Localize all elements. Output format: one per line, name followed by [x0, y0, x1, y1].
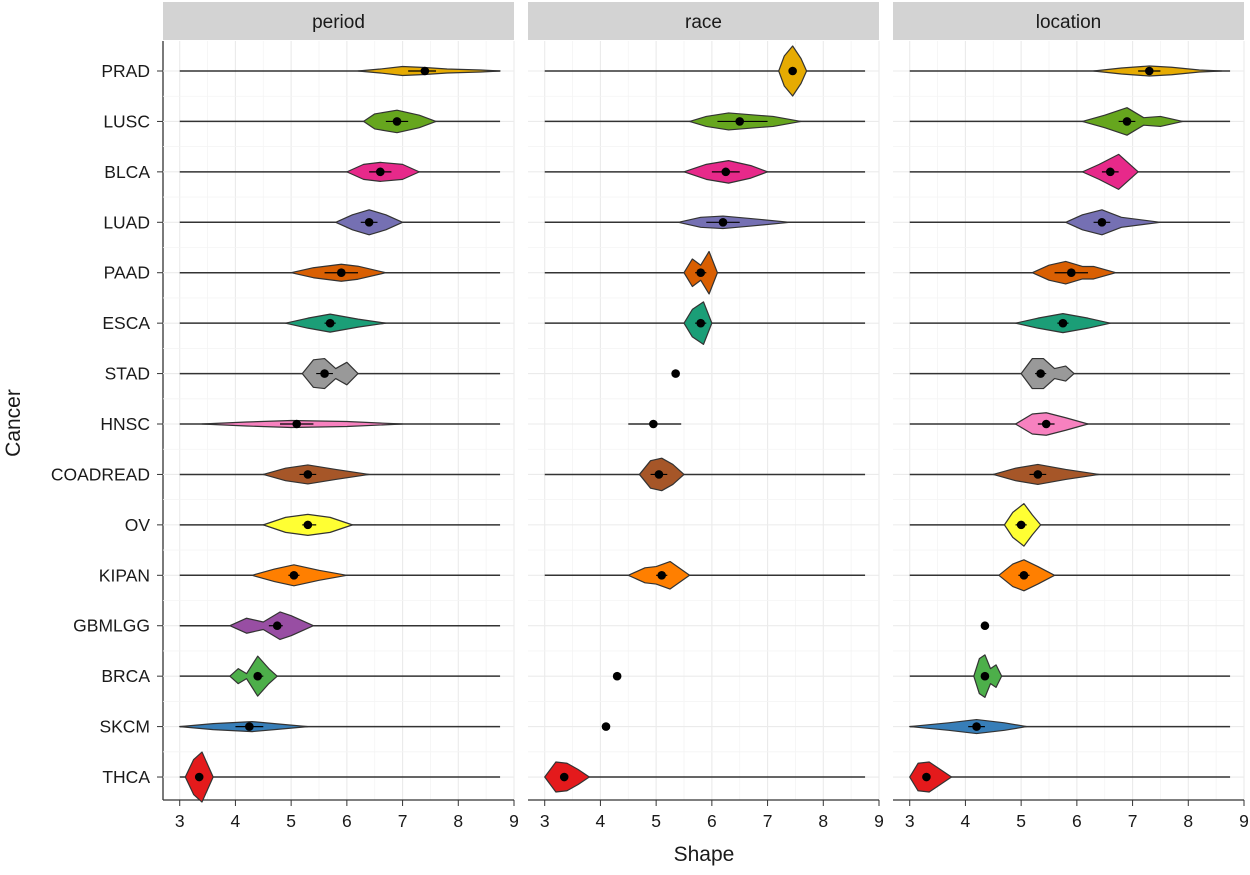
median-point-esca-race [696, 318, 706, 328]
median-point-stad-period [320, 369, 329, 378]
y-tick-label-coadread: COADREAD [51, 464, 150, 484]
y-tick-label-kipan: KIPAN [99, 565, 150, 585]
median-point-brca-location [980, 671, 990, 681]
median-point-ov-location [1016, 520, 1026, 530]
x-tick-label-race-4: 4 [596, 811, 606, 831]
median-point-kipan-race [657, 571, 667, 580]
violin-luad-location [1065, 209, 1162, 236]
median-point-luad-period [364, 217, 374, 227]
x-tick-label-location-5: 5 [1016, 811, 1026, 831]
median-point-kipan-location [1019, 571, 1029, 580]
y-axis-title: Cancer [2, 389, 25, 457]
x-tick-label-location-3: 3 [905, 811, 915, 831]
median-point-lusc-race [735, 117, 745, 126]
median-point-gbmlgg-period [272, 621, 282, 631]
median-point-stad-race [671, 369, 680, 378]
y-tick-label-paad: PAAD [104, 263, 150, 283]
x-tick-label-location-6: 6 [1072, 811, 1082, 831]
median-point-hnsc-location [1041, 419, 1051, 429]
median-point-prad-period [420, 66, 430, 76]
median-point-stad-location [1036, 369, 1045, 378]
panel-period: period 3 4 5 6 7 8 9 [163, 2, 519, 831]
strip-race [528, 2, 879, 40]
x-tick-label-period-7: 7 [398, 811, 408, 831]
strip-period [163, 2, 514, 40]
x-tick-label-race-7: 7 [763, 811, 773, 831]
x-tick-label-period-5: 5 [286, 811, 296, 831]
strip-label-race: race [685, 12, 722, 33]
median-point-lusc-period [392, 117, 402, 126]
y-tick-label-lusc: LUSC [103, 111, 150, 131]
median-point-hnsc-period [292, 419, 302, 429]
median-point-brca-race [612, 671, 622, 681]
y-tick-label-ov: OV [125, 515, 151, 535]
median-point-paad-race [696, 268, 706, 278]
x-tick-label-period-3: 3 [175, 811, 185, 831]
median-point-blca-race [721, 167, 731, 177]
y-tick-label-gbmlgg: GBMLGG [73, 616, 150, 636]
median-point-prad-location [1144, 66, 1154, 76]
y-tick-label-blca: BLCA [104, 162, 150, 182]
median-point-esca-period [325, 318, 335, 328]
median-point-blca-location [1105, 167, 1115, 177]
x-tick-label-period-6: 6 [342, 811, 352, 831]
y-tick-label-thca: THCA [102, 767, 150, 787]
x-tick-label-race-5: 5 [651, 811, 661, 831]
y-tick-label-hnsc: HNSC [100, 414, 150, 434]
x-tick-label-race-8: 8 [818, 811, 828, 831]
median-point-hnsc-race [649, 419, 658, 429]
median-point-thca-race [559, 772, 569, 782]
violin-skcm-location [909, 718, 1028, 735]
median-point-coadread-location [1033, 470, 1043, 479]
median-point-luad-location [1097, 217, 1107, 227]
x-tick-label-location-4: 4 [961, 811, 971, 831]
median-point-lusc-location [1122, 117, 1132, 126]
x-tick-label-period-8: 8 [453, 811, 463, 831]
y-tick-label-stad: STAD [105, 364, 150, 384]
panel-location: location 3 4 5 6 7 8 9 [893, 2, 1249, 831]
y-tick-label-brca: BRCA [101, 666, 150, 686]
median-point-prad-race [788, 66, 797, 76]
median-point-coadread-race [654, 470, 664, 479]
median-point-coadread-period [303, 470, 313, 479]
median-point-ov-period [303, 520, 313, 530]
y-tick-label-skcm: SKCM [99, 717, 150, 737]
x-axis-title: Shape [674, 843, 735, 866]
x-tick-label-period-9: 9 [509, 811, 519, 831]
y-tick-label-esca: ESCA [102, 313, 150, 333]
median-point-paad-location [1066, 268, 1076, 278]
median-point-luad-race [718, 217, 728, 227]
x-tick-label-race-3: 3 [540, 811, 550, 831]
x-tick-label-location-7: 7 [1128, 811, 1138, 831]
median-point-paad-period [336, 268, 346, 278]
strip-location [893, 2, 1244, 40]
x-tick-label-location-8: 8 [1183, 811, 1193, 831]
median-point-skcm-race [601, 722, 611, 731]
violin-coadread-period [262, 464, 370, 485]
x-tick-label-location-9: 9 [1239, 811, 1249, 831]
median-point-thca-period [194, 772, 204, 782]
median-point-kipan-period [289, 571, 299, 580]
strip-label-location: location [1036, 12, 1102, 33]
panel-race: race 3 4 5 6 7 8 9 [528, 2, 884, 831]
median-point-thca-location [922, 772, 931, 782]
violin-stad-location [1020, 357, 1075, 390]
y-tick-label-luad: LUAD [103, 212, 150, 232]
x-tick-label-race-6: 6 [707, 811, 717, 831]
x-tick-label-period-4: 4 [231, 811, 241, 831]
median-point-blca-period [375, 167, 385, 177]
median-point-gbmlgg-location [980, 621, 990, 631]
strip-label-period: period [312, 12, 365, 33]
median-point-skcm-location [972, 722, 981, 731]
median-point-brca-period [253, 671, 263, 681]
median-point-esca-location [1058, 318, 1068, 328]
x-tick-label-race-9: 9 [874, 811, 884, 831]
y-tick-label-prad: PRAD [101, 61, 150, 81]
median-point-skcm-period [245, 722, 254, 731]
